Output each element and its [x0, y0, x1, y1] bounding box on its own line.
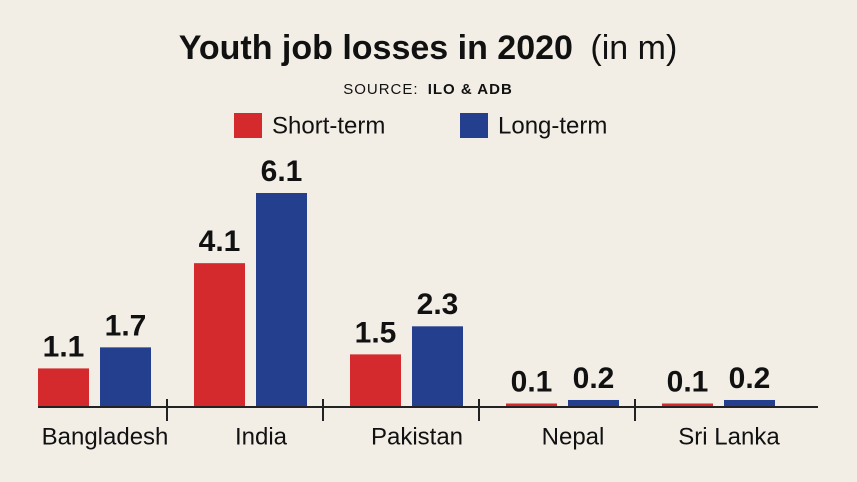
title-group: Youth job losses in 2020 (in m): [179, 29, 678, 67]
data-label: 4.1: [199, 225, 241, 258]
bar: [506, 403, 557, 407]
x-tick-label: India: [235, 423, 288, 450]
data-label: 0.2: [573, 362, 615, 395]
bar: [256, 193, 307, 407]
chart-title-unit: (in m): [590, 29, 677, 67]
x-tick-label: Sri Lanka: [678, 423, 780, 450]
source-group: SOURCE: ILO & ADB: [343, 81, 513, 98]
data-label: 2.3: [417, 288, 459, 321]
bar: [412, 326, 463, 407]
legend-label: Short-term: [272, 112, 385, 139]
data-label: 1.5: [355, 316, 397, 349]
legend-swatch: [234, 113, 262, 138]
x-tick-label: Nepal: [542, 423, 605, 450]
bar: [568, 399, 619, 407]
data-label: 0.2: [729, 362, 771, 395]
legend-label: Long-term: [498, 112, 607, 139]
source-label: SOURCE:: [343, 81, 418, 98]
x-tick-label: Bangladesh: [42, 423, 169, 450]
data-label: 0.1: [511, 365, 553, 398]
data-label: 1.1: [43, 330, 85, 363]
bar: [662, 403, 713, 407]
x-tick-label: Pakistan: [371, 423, 463, 450]
chart-title: Youth job losses in 2020: [179, 29, 573, 67]
legend-swatch: [460, 113, 488, 138]
bar: [724, 399, 775, 407]
data-label: 6.1: [261, 155, 303, 188]
bar: [194, 263, 245, 407]
bar: [38, 368, 89, 407]
bar: [350, 354, 401, 407]
bar: [100, 347, 151, 407]
data-label: 1.7: [105, 309, 147, 342]
source: ILO & ADB: [428, 81, 513, 98]
data-label: 0.1: [667, 365, 709, 398]
